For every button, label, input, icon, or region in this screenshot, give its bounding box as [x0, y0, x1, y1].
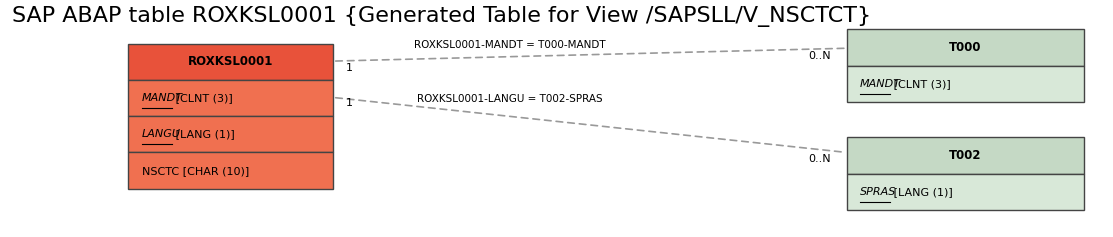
FancyBboxPatch shape [847, 137, 1084, 173]
FancyBboxPatch shape [847, 173, 1084, 210]
Text: ROXKSL0001-MANDT = T000-MANDT: ROXKSL0001-MANDT = T000-MANDT [414, 40, 605, 50]
Text: 1: 1 [346, 63, 353, 73]
FancyBboxPatch shape [128, 116, 333, 152]
Text: LANGU: LANGU [141, 129, 180, 139]
Text: SAP ABAP table ROXKSL0001 {Generated Table for View /SAPSLL/V_NSCTCT}: SAP ABAP table ROXKSL0001 {Generated Tab… [12, 6, 871, 27]
Text: [CLNT (3)]: [CLNT (3)] [889, 79, 951, 89]
Text: T000: T000 [949, 41, 982, 54]
Text: [LANG (1)]: [LANG (1)] [171, 129, 234, 139]
FancyBboxPatch shape [847, 29, 1084, 66]
Text: 0..N: 0..N [808, 51, 830, 61]
Text: NSCTC [CHAR (10)]: NSCTC [CHAR (10)] [141, 166, 249, 176]
Text: MANDT: MANDT [141, 93, 183, 103]
FancyBboxPatch shape [128, 152, 333, 189]
Text: 1: 1 [346, 98, 353, 108]
Text: [CLNT (3)]: [CLNT (3)] [171, 93, 233, 103]
FancyBboxPatch shape [128, 80, 333, 116]
Text: [LANG (1)]: [LANG (1)] [889, 187, 953, 197]
Text: SPRAS: SPRAS [860, 187, 896, 197]
Text: MANDT: MANDT [860, 79, 902, 89]
Text: ROXKSL0001: ROXKSL0001 [188, 55, 274, 68]
Text: 0..N: 0..N [808, 155, 830, 164]
FancyBboxPatch shape [128, 44, 333, 80]
FancyBboxPatch shape [847, 66, 1084, 102]
Text: T002: T002 [949, 149, 982, 162]
Text: ROXKSL0001-LANGU = T002-SPRAS: ROXKSL0001-LANGU = T002-SPRAS [417, 94, 602, 104]
